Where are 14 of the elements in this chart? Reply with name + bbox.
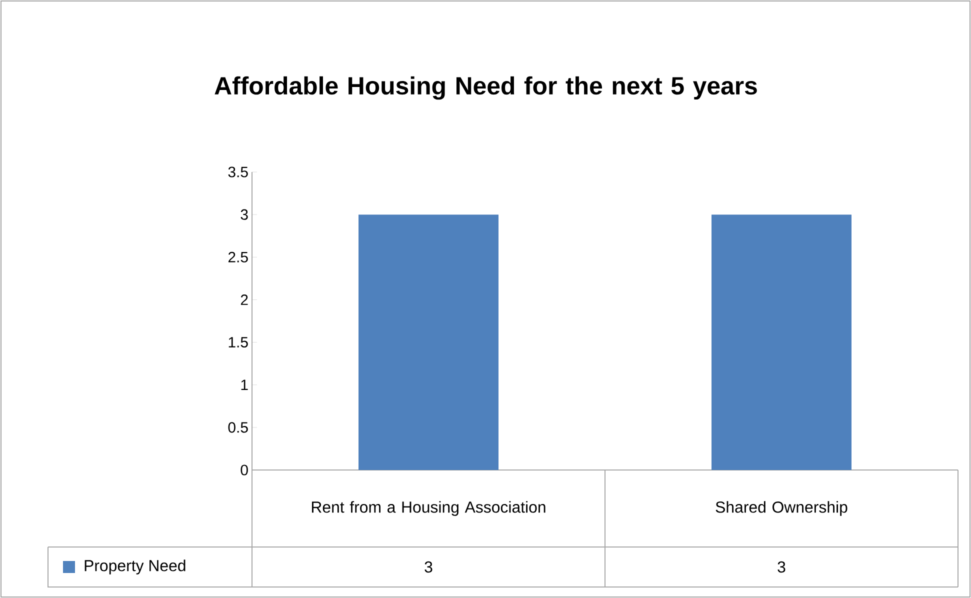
y-tick-label: 3 bbox=[240, 209, 248, 220]
data-label: 3 bbox=[778, 561, 786, 573]
data-label: 3 bbox=[424, 561, 432, 573]
x-tick-label: Shared Ownership bbox=[716, 501, 848, 516]
legend-label: Property Need bbox=[84, 560, 186, 574]
chart-title: Affordable Housing Need for the next 5 years bbox=[214, 76, 757, 100]
x-tick-label: Rent from a Housing Association bbox=[312, 501, 546, 516]
y-tick-label: 0.5 bbox=[228, 422, 248, 433]
y-tick-label: 1 bbox=[241, 380, 248, 390]
y-tick-label: 2.5 bbox=[228, 252, 248, 262]
y-tick-label: 0 bbox=[240, 464, 248, 476]
y-tick-label: 3.5 bbox=[228, 166, 248, 178]
y-tick-label: 2 bbox=[240, 294, 248, 305]
y-tick-label: 1.5 bbox=[228, 337, 248, 348]
